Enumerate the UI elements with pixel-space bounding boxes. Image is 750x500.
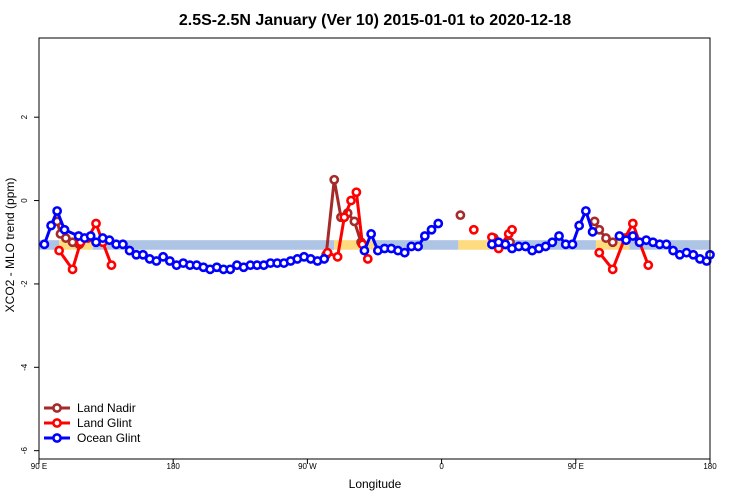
data-point (413, 241, 424, 252)
data-point (138, 249, 148, 260)
data-point (500, 239, 511, 250)
x-tick-label: 180 (703, 462, 717, 471)
series-ocean-glint (39, 206, 715, 275)
y-axis-label: XCO2 - MLO trend (ppm) (3, 178, 17, 313)
data-point (574, 220, 585, 231)
legend-label: Ocean Glint (77, 431, 141, 445)
data-point (468, 224, 479, 235)
data-point (85, 231, 96, 241)
data-point (688, 249, 699, 260)
data-point (164, 256, 175, 266)
data-point (104, 235, 115, 246)
data-point (661, 239, 672, 250)
data-point (607, 264, 618, 275)
data-point (643, 260, 654, 271)
series-land-glint (54, 187, 654, 275)
data-point (158, 251, 169, 262)
data-point (587, 226, 598, 237)
data-point (507, 224, 517, 235)
data-point (54, 245, 65, 256)
data-point (426, 224, 437, 235)
data-point (319, 254, 330, 264)
y-tick-label: -6 (20, 447, 29, 455)
data-point (346, 195, 356, 206)
legend-marker (52, 418, 62, 428)
data-point (67, 264, 78, 275)
data-point (455, 210, 466, 221)
data-point (419, 231, 430, 241)
legend-marker (52, 403, 62, 413)
data-point (366, 229, 377, 239)
data-point (359, 245, 370, 256)
data-point (124, 245, 135, 256)
data-point (106, 260, 117, 271)
chart-title: 2.5S-2.5N January (Ver 10) 2015-01-01 to… (179, 12, 571, 29)
data-point (59, 224, 70, 235)
x-axis: 90 E 180 90 W 0 90 E 180 (31, 459, 717, 471)
band-segment (92, 240, 335, 250)
legend-label: Land Nadir (77, 401, 136, 415)
y-tick-label: 2 (20, 114, 29, 119)
data-point (594, 247, 605, 258)
data-point (520, 241, 531, 252)
data-point (91, 237, 101, 248)
y-tick-label: 0 (20, 198, 29, 203)
x-axis-label: Longitude (349, 477, 402, 491)
data-point (39, 239, 50, 250)
data-point (60, 233, 71, 243)
series-group (39, 174, 715, 275)
data-point (46, 220, 56, 231)
plot-frame (38, 37, 711, 460)
data-point (627, 218, 638, 229)
data-point (601, 233, 611, 243)
data-point (627, 231, 638, 241)
data-point (339, 212, 350, 223)
data-point (225, 264, 236, 275)
legend-label: Land Glint (77, 416, 132, 430)
data-point (433, 218, 444, 229)
data-point (668, 245, 678, 256)
data-point (614, 231, 625, 241)
band-segment (458, 240, 492, 250)
x-tick-label: 0 (439, 462, 444, 471)
data-point (547, 237, 558, 248)
legend-item: Land Nadir (44, 401, 136, 415)
x-tick-label: 90 E (568, 462, 584, 471)
data-point (91, 218, 101, 229)
data-point (117, 239, 128, 250)
data-point (621, 235, 632, 246)
data-point (580, 206, 591, 216)
y-tick-label: -2 (20, 280, 29, 288)
data-point (332, 251, 343, 262)
data-point (151, 256, 162, 266)
x-tick-label: 180 (167, 462, 181, 471)
y-tick-label: -4 (20, 363, 29, 371)
legend-item: Land Glint (44, 416, 132, 430)
x-tick-label: 90 W (298, 462, 317, 471)
data-point (399, 247, 410, 258)
y-axis: 2 0 -2 -4 -6 (20, 114, 39, 454)
data-point (554, 231, 564, 241)
x-tick-label: 90 E (31, 462, 47, 471)
data-point (52, 206, 63, 216)
data-point (362, 254, 373, 264)
data-point (589, 216, 600, 227)
legend-marker (52, 433, 62, 443)
data-point (567, 239, 578, 250)
data-point (351, 187, 362, 198)
data-point (329, 174, 340, 185)
legend-item: Ocean Glint (44, 431, 141, 445)
data-point (540, 241, 551, 252)
band-segment (334, 240, 375, 250)
data-point (349, 216, 360, 227)
data-point (607, 237, 618, 248)
